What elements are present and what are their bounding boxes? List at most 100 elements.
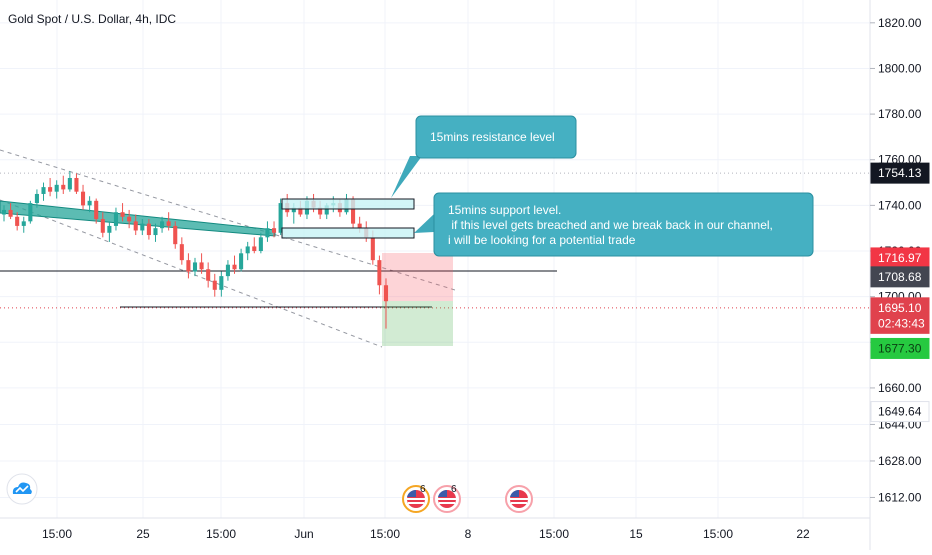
- candle-body: [21, 221, 26, 226]
- candle[interactable]: [186, 253, 191, 279]
- trend-band[interactable]: [0, 200, 276, 237]
- candle[interactable]: [166, 212, 171, 231]
- candle-body: [225, 264, 230, 277]
- candle[interactable]: [120, 203, 125, 222]
- candle[interactable]: [206, 262, 211, 288]
- candle[interactable]: [179, 237, 184, 265]
- candle[interactable]: [67, 171, 72, 192]
- price-label-box: [870, 266, 930, 288]
- resistance-zone-box[interactable]: [281, 198, 415, 210]
- candle[interactable]: [34, 189, 39, 208]
- candle[interactable]: [87, 196, 92, 213]
- price-tick-label: 1740.00: [878, 198, 922, 212]
- candle[interactable]: [48, 177, 53, 197]
- candle[interactable]: [107, 221, 112, 242]
- support-zone-box[interactable]: [281, 227, 415, 239]
- callout-support-box: [433, 192, 814, 257]
- price-label: 1677.30: [870, 337, 930, 359]
- horizontal-levels: [0, 172, 870, 309]
- grid: [0, 0, 870, 518]
- candle-body: [192, 262, 198, 272]
- candle[interactable]: [146, 219, 151, 240]
- time-tick-label: 22: [796, 527, 810, 541]
- candle[interactable]: [74, 173, 79, 194]
- candle[interactable]: [113, 207, 119, 231]
- candle[interactable]: [245, 241, 250, 261]
- event-marker[interactable]: [505, 485, 533, 513]
- candle-body: [94, 200, 99, 220]
- candle[interactable]: [8, 203, 13, 220]
- candle[interactable]: [94, 198, 99, 224]
- candle-body: [219, 276, 224, 290]
- candle-body: [107, 225, 112, 233]
- price-label-box: [870, 401, 930, 423]
- candle[interactable]: [133, 214, 138, 236]
- candle-body: [54, 184, 59, 192]
- candle-body: [232, 264, 237, 270]
- candle[interactable]: [252, 237, 257, 254]
- price-label-box: [870, 162, 930, 184]
- candle[interactable]: [232, 255, 237, 274]
- candle[interactable]: [21, 216, 26, 233]
- callout-support-line-2: if this level gets breached and we break…: [448, 218, 773, 232]
- candle[interactable]: [153, 223, 158, 242]
- time-axis[interactable]: 15:00 25 15:00 Jun 15:00 8 15:00 15 15:00 22: [42, 527, 810, 541]
- candle[interactable]: [258, 232, 263, 254]
- candle[interactable]: [28, 200, 33, 224]
- time-tick-label: Jun: [294, 527, 313, 541]
- candle[interactable]: [265, 221, 270, 242]
- candle-body: [324, 205, 329, 215]
- candle-body: [15, 216, 20, 226]
- candle-body: [67, 177, 72, 190]
- position-target-zone[interactable]: [382, 301, 453, 346]
- candle-body: [206, 269, 211, 281]
- candle[interactable]: [212, 273, 217, 297]
- tradingview-logo[interactable]: [6, 473, 38, 505]
- candle[interactable]: [271, 221, 277, 238]
- candle[interactable]: [15, 212, 20, 231]
- candle[interactable]: [61, 175, 66, 194]
- position-stop-zone[interactable]: [382, 253, 453, 301]
- candle-body: [271, 228, 277, 233]
- event-marker[interactable]: 6: [402, 484, 430, 513]
- us-flag-stripe: [408, 502, 424, 504]
- candle-body: [74, 177, 79, 192]
- candle-body: [212, 280, 217, 290]
- candles: [1, 171, 389, 329]
- price-label-text: 1649.64: [878, 405, 922, 419]
- candle[interactable]: [54, 180, 59, 199]
- candle-body: [370, 237, 375, 261]
- price-tick-label: 1820.00: [878, 16, 922, 30]
- candle[interactable]: [100, 212, 105, 238]
- candle[interactable]: [41, 182, 46, 201]
- candle[interactable]: [225, 260, 230, 281]
- candle[interactable]: [173, 221, 178, 249]
- chart-title: Gold Spot / U.S. Dollar, 4h, IDC: [8, 12, 176, 26]
- candle[interactable]: [219, 271, 224, 297]
- candle[interactable]: [1, 205, 7, 222]
- candle-body: [199, 262, 204, 270]
- candle[interactable]: [199, 253, 204, 274]
- candle-body: [318, 207, 323, 215]
- candle[interactable]: [377, 255, 382, 295]
- candle[interactable]: [239, 248, 244, 272]
- candle-body: [377, 260, 382, 286]
- price-label-text: 1754.13: [878, 166, 922, 180]
- candle[interactable]: [127, 209, 132, 229]
- candle[interactable]: [278, 198, 283, 236]
- callout-support[interactable]: 15mins support level. if this level gets…: [414, 192, 814, 257]
- us-flag-stripe: [439, 502, 455, 504]
- candle[interactable]: [192, 257, 198, 277]
- candle[interactable]: [140, 219, 145, 236]
- callout-resistance[interactable]: 15mins resistance level: [391, 115, 577, 198]
- candle[interactable]: [160, 216, 165, 233]
- candle-body: [252, 246, 257, 252]
- event-marker[interactable]: 6: [433, 484, 461, 513]
- candle[interactable]: [383, 278, 389, 329]
- price-label-text: 1695.10: [878, 301, 922, 315]
- candle[interactable]: [80, 184, 86, 210]
- event-count: 6: [420, 484, 426, 495]
- price-tick-label: 1628.00: [878, 454, 922, 468]
